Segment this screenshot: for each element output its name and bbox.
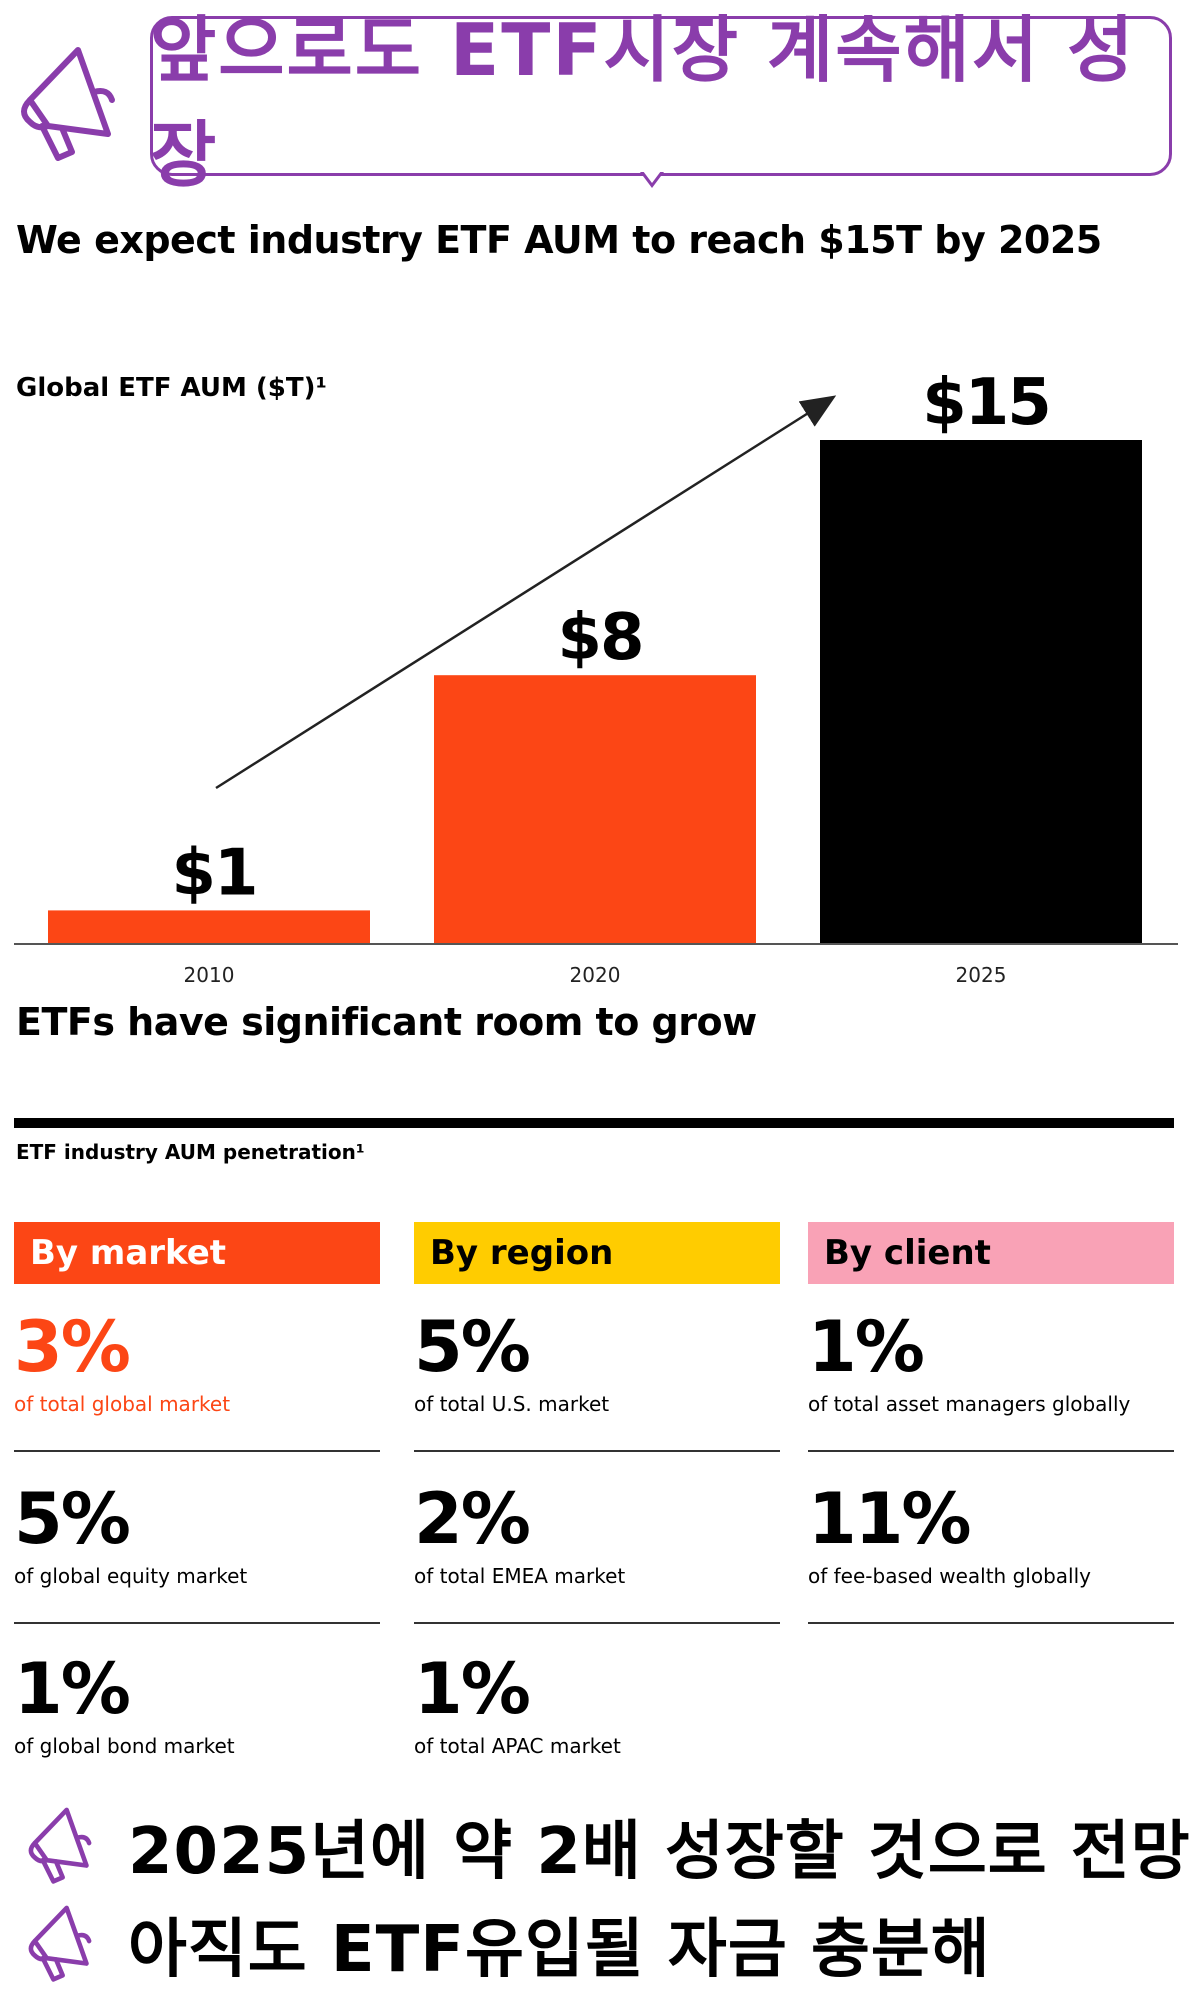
row-divider [14, 1622, 380, 1624]
chart-title: Global ETF AUM ($T)¹ [16, 373, 327, 403]
banner-title: 앞으로도 ETF시장 계속해서 성장 [150, 8, 1136, 197]
stat-description: of total U.S. market [414, 1392, 610, 1416]
stat-description: of global equity market [14, 1564, 248, 1588]
stat-description: of total APAC market [414, 1734, 621, 1758]
category-header-by-market: By market [14, 1222, 380, 1284]
stat-item: 2% of total EMEA market [414, 1484, 780, 1588]
data-label-2020: $8 [557, 601, 642, 675]
stat-value: 1% [14, 1648, 131, 1730]
row-divider [414, 1622, 780, 1624]
stat-item: 1% of total asset managers globally [808, 1312, 1174, 1416]
chart-headline: We expect industry ETF AUM to reach $15T… [16, 218, 1102, 262]
category-header-by-client: By client [808, 1222, 1174, 1284]
row-divider [14, 1450, 380, 1452]
megaphone-icon [21, 47, 115, 161]
section-subheading: ETF industry AUM penetration¹ [16, 1140, 365, 1164]
stat-item: 5% of global equity market [14, 1484, 380, 1588]
stat-description: of total EMEA market [414, 1564, 626, 1588]
etf-aum-chart: Global ETF AUM ($T)¹ $1 $8 $15 2010 2020 202… [14, 366, 1178, 987]
data-label-2025: $15 [922, 366, 1050, 440]
data-label-2010: $1 [171, 836, 256, 910]
stat-value: 2% [414, 1478, 531, 1560]
megaphone-icon [28, 1905, 92, 1982]
stat-value: 5% [414, 1306, 531, 1388]
stat-item: 5% of total U.S. market [414, 1312, 780, 1416]
stat-value: 1% [414, 1648, 531, 1730]
x-tick-2025: 2025 [956, 963, 1007, 987]
stat-value: 1% [808, 1306, 925, 1388]
bubble-tail-inner [643, 171, 661, 183]
row-divider [414, 1450, 780, 1452]
stat-value: 3% [14, 1306, 131, 1388]
row-divider [808, 1622, 1174, 1624]
stat-item: 1% of global bond market [14, 1654, 380, 1758]
stat-item: 11% of fee-based wealth globally [808, 1484, 1174, 1588]
bar-2025 [820, 440, 1142, 944]
stat-description: of total global market [14, 1392, 231, 1416]
stat-description: of global bond market [14, 1734, 235, 1758]
stat-description: of total asset managers globally [808, 1392, 1131, 1416]
section-heading: ETFs have significant room to grow [16, 1000, 757, 1044]
megaphone-icon [28, 1807, 92, 1884]
takeaway-1: 2025년에 약 2배 성장할 것으로 전망 [128, 1815, 1191, 1889]
stat-description: of fee-based wealth globally [808, 1564, 1091, 1588]
growth-trend-arrow [215, 395, 837, 790]
takeaway-2: 아직도 ETF유입될 자금 충분해 [128, 1913, 991, 1987]
bar-2020 [434, 675, 756, 944]
stat-item: 3% of total global market [14, 1312, 380, 1416]
category-header-by-region: By region [414, 1222, 780, 1284]
stat-value: 11% [808, 1478, 972, 1560]
section-divider [14, 1118, 1174, 1128]
x-tick-2010: 2010 [184, 963, 235, 987]
title-bubble [150, 16, 1172, 176]
bar-2010 [48, 910, 370, 944]
stat-value: 5% [14, 1478, 131, 1560]
row-divider [808, 1450, 1174, 1452]
x-tick-2020: 2020 [570, 963, 621, 987]
stat-item: 1% of total APAC market [414, 1654, 780, 1758]
